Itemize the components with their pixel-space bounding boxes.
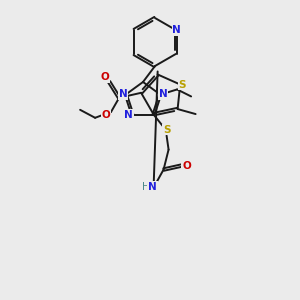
Text: N: N	[118, 89, 127, 99]
Text: O: O	[102, 110, 110, 120]
Text: O: O	[101, 72, 110, 82]
Text: N: N	[148, 182, 157, 192]
Text: O: O	[182, 160, 191, 171]
Text: N: N	[124, 110, 133, 120]
Text: H: H	[142, 182, 149, 192]
Text: N: N	[172, 25, 181, 35]
Text: S: S	[163, 124, 170, 135]
Text: S: S	[178, 80, 186, 89]
Text: N: N	[159, 89, 167, 99]
